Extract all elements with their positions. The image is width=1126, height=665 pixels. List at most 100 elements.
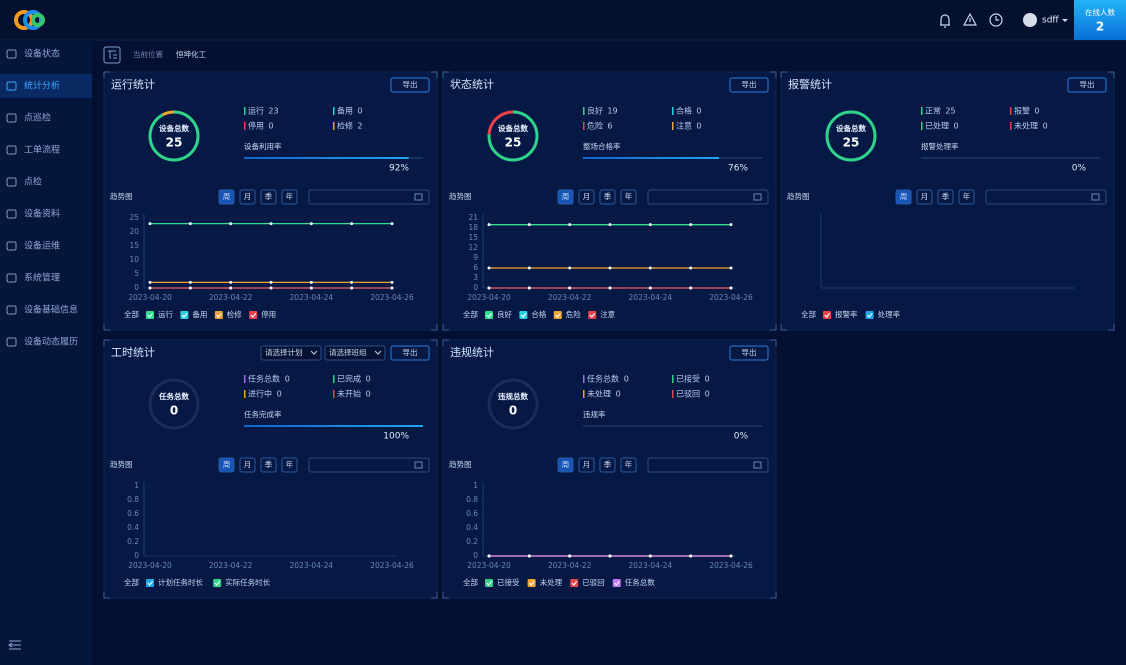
menu-icon[interactable] [6,113,17,123]
export-label[interactable]: 导出 [1080,79,1095,89]
export-label[interactable]: 导出 [742,79,757,89]
legend-label[interactable]: 未处理 [540,577,563,587]
legend-label[interactable]: 已接受 [497,577,520,587]
menu-item[interactable]: 设备运维 [24,240,60,252]
legend-label[interactable]: 任务总数 [625,577,655,587]
period-label[interactable]: 周 [900,192,908,201]
menu-item[interactable]: 设备状态 [24,48,60,60]
legend-checkbox[interactable] [612,579,621,587]
menu-icon[interactable] [6,49,17,59]
legend-label[interactable]: 良好 [497,309,512,319]
menu-item[interactable]: 设备资料 [24,208,60,220]
select[interactable] [260,345,322,361]
legend-label[interactable]: 合格 [531,309,546,319]
period-button[interactable] [218,457,235,473]
period-label[interactable]: 月 [583,192,591,201]
period-button[interactable] [937,189,954,205]
period-label[interactable]: 周 [223,460,231,469]
collapse-icon[interactable] [8,640,21,650]
avatar[interactable] [1023,13,1037,27]
period-label[interactable]: 月 [921,192,929,201]
legend-all[interactable]: 全部 [124,577,139,587]
menu-item[interactable]: 点巡检 [24,112,51,124]
legend-label[interactable]: 备用 [192,309,207,319]
breadcrumb-icon[interactable] [103,46,121,64]
period-label[interactable]: 月 [244,192,252,201]
date-picker[interactable] [985,189,1107,205]
export-label[interactable]: 导出 [403,79,418,89]
legend-label[interactable]: 检修 [227,309,242,319]
date-picker[interactable] [308,189,430,205]
menu-item[interactable]: 点检 [24,176,42,188]
export-label[interactable]: 导出 [742,347,757,357]
export-button[interactable] [729,77,769,93]
period-label[interactable]: 年 [963,191,971,201]
legend-all[interactable]: 全部 [124,309,139,319]
export-button[interactable] [729,345,769,361]
legend-checkbox[interactable] [519,311,528,319]
bell-icon[interactable] [940,14,950,28]
legend-label[interactable]: 报警率 [835,309,858,319]
period-button[interactable] [557,457,574,473]
legend-label[interactable]: 实际任务时长 [225,577,270,587]
legend-checkbox[interactable] [249,311,258,319]
legend-checkbox[interactable] [553,311,562,319]
period-button[interactable] [620,189,637,205]
legend-label[interactable]: 停用 [261,309,276,319]
legend-checkbox[interactable] [485,311,493,319]
legend-checkbox[interactable] [588,311,597,319]
period-button[interactable] [281,457,298,473]
period-button[interactable] [557,189,574,205]
period-button[interactable] [599,189,616,205]
date-picker[interactable] [308,457,430,473]
menu-icon[interactable] [6,145,17,155]
user-caret[interactable] [1062,19,1068,22]
legend-label[interactable]: 危险 [566,309,581,319]
legend-label[interactable]: 计划任务时长 [158,577,203,587]
period-button[interactable] [916,189,933,205]
legend-checkbox[interactable] [823,311,831,319]
period-label[interactable]: 周 [562,192,570,201]
period-button[interactable] [260,457,277,473]
select[interactable] [324,345,386,361]
period-label[interactable]: 周 [562,460,570,469]
period-button[interactable] [578,457,595,473]
menu-item[interactable]: 设备基础信息 [24,304,78,316]
menu-icon[interactable] [6,177,17,187]
period-button[interactable] [895,189,912,205]
menu-item[interactable]: 统计分析 [24,80,60,92]
menu-icon[interactable] [6,273,17,283]
period-label[interactable]: 季 [604,459,612,469]
menu-item[interactable]: 系统管理 [24,272,60,284]
warning-icon[interactable] [962,12,978,26]
period-label[interactable]: 年 [625,191,633,201]
period-label[interactable]: 月 [244,460,252,469]
legend-checkbox[interactable] [485,579,493,587]
period-label[interactable]: 季 [942,191,950,201]
export-button[interactable] [1067,77,1107,93]
export-button[interactable] [390,345,430,361]
export-button[interactable] [390,77,430,93]
period-label[interactable]: 季 [265,459,273,469]
period-label[interactable]: 月 [583,460,591,469]
period-button[interactable] [599,457,616,473]
period-label[interactable]: 年 [286,459,294,469]
legend-label[interactable]: 已驳回 [582,578,605,587]
legend-all[interactable]: 全部 [801,309,816,319]
period-button[interactable] [239,189,256,205]
menu-item[interactable]: 设备动态履历 [24,336,78,348]
legend-checkbox[interactable] [527,579,536,587]
header-icons[interactable] [940,12,1003,28]
period-button[interactable] [281,189,298,205]
export-label[interactable]: 导出 [403,347,418,357]
period-button[interactable] [239,457,256,473]
legend-all[interactable]: 全部 [463,309,478,319]
legend-label[interactable]: 运行 [158,309,173,319]
menu-item[interactable]: 工单流程 [24,144,60,156]
period-button[interactable] [218,189,235,205]
menu-icon[interactable] [6,337,17,347]
legend-checkbox[interactable] [146,579,154,587]
period-button[interactable] [260,189,277,205]
legend-all[interactable]: 全部 [463,577,478,587]
period-label[interactable]: 周 [223,192,231,201]
